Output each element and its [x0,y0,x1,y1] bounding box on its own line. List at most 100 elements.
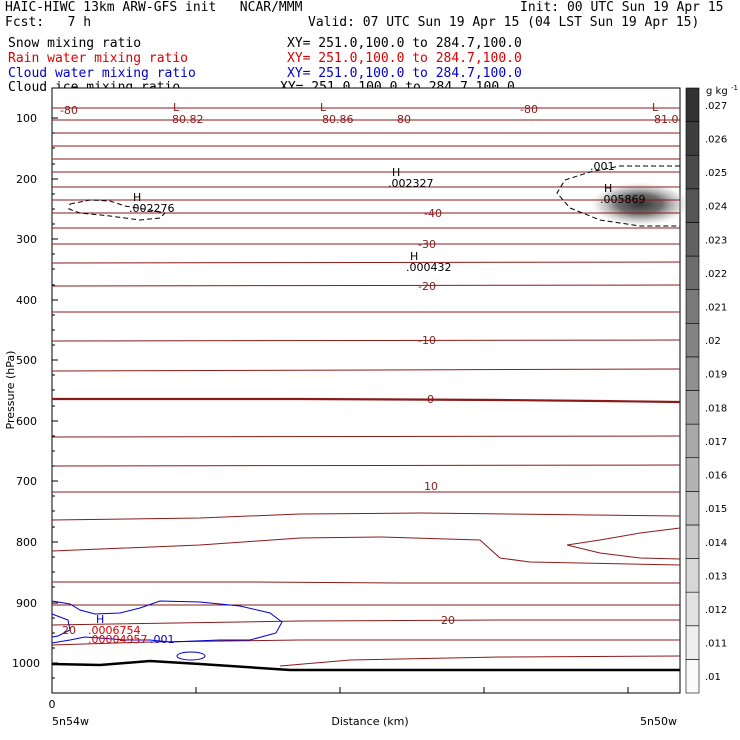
colorbar-swatch [685,222,700,257]
colorbar-swatch [685,390,700,425]
y-tick-100: 100 [16,112,37,125]
y-tick-1000: 1000 [12,657,40,670]
high-value: .0006754 [88,624,141,637]
y-tick-700: 700 [16,475,37,488]
high-marker: H [604,182,612,195]
colorbar-swatch [685,255,700,290]
field-cloudwater-xy: XY= 251.0,100.0 to 284.7,100.0 [287,66,522,81]
temp-label: -40 [424,207,442,220]
ice-contour-label: .001 [590,160,615,173]
field-snow-name: Snow mixing ratio [8,36,142,51]
high-markers: H .002276 H .002327 H .000432 H .005869 … [129,160,646,274]
high-marker: H [410,250,418,263]
colorbar-tick-label: .014 [705,538,727,549]
y-tick-900: 900 [16,597,37,610]
temperature-labels: -80 -80.82 -80.86 -80 -80 -81.0 -40 -30 … [60,103,678,637]
zero-isotherm [52,397,681,404]
low-markers: L L L [173,101,659,114]
y-tick-600: 600 [16,415,37,428]
colorbar-tick-label: .023 [705,235,727,246]
y-tick-300: 300 [16,233,37,246]
colorbar-swatch [685,491,700,526]
field-rain-xy: XY= 251.0,100.0 to 284.7,100.0 [287,51,522,66]
temp-label: 20 [62,624,76,637]
colorbar-tick-label: .021 [705,302,727,313]
colorbar-swatch [685,87,700,122]
colorbar-tick-label: .012 [705,605,727,616]
cloudwater-contours [51,600,283,661]
temp-label: -10 [418,334,436,347]
low-marker: L [173,101,180,114]
y-tick-400: 400 [16,294,37,307]
colorbar-tick-label: .01 [705,672,721,683]
plot-frame [51,87,681,694]
temp-label: -80 [393,113,411,126]
colorbar-swatch [685,188,700,223]
y-axis-label: Pressure (hPa) [4,351,17,430]
high-value: .005869 [600,193,646,206]
temp-label: 0 [427,393,434,406]
ice-contours [68,165,680,227]
colorbar-tick-label: .026 [705,134,727,145]
header-valid: Valid: 07 UTC Sun 19 Apr 15 (04 LST Sun … [308,15,700,30]
colorbar-swatch [685,524,700,559]
ice-maximum-shading [590,182,690,226]
y-axis-ticks [52,117,58,679]
terrain-line [51,659,680,672]
colorbar-tick-label: .02 [705,336,721,347]
cloudwater-contour-label: .001 [150,633,175,646]
colorbar-tick-label: .025 [705,168,727,179]
x-end-label: 5n50w [640,715,677,728]
temp-label: -80.86 [318,113,353,126]
temp-label: -30 [418,238,436,251]
colorbar-tick-label: .013 [705,571,727,582]
colorbar-swatch [685,625,700,660]
temp-label: 20 [441,614,455,627]
high-marker: H [133,191,141,204]
high-value: .002276 [129,202,175,215]
colorbar-swatch [685,558,700,593]
y-tick-800: 800 [16,536,37,549]
field-cloudwater-name: Cloud water mixing ratio [8,66,196,81]
colorbar-tick-label: .011 [705,639,727,650]
temp-label: 10 [424,480,438,493]
colorbar-swatch [685,289,700,324]
y-tick-500: 500 [16,354,37,367]
x-start-label: 5n54w [52,715,89,728]
colorbar-swatch [685,591,700,627]
low-marker: L [652,101,659,114]
header-init: Init: 00 UTC Sun 19 Apr 15 [520,0,724,15]
y-tick-labels: 100 200 300 400 500 600 700 800 900 1000 [12,112,40,670]
header-title: HAIC-HIWC 13km ARW-GFS init NCAR/MMM [5,0,303,15]
x-tick-zero: 0 [49,698,56,711]
colorbar-tick-label: .024 [705,202,727,213]
colorbar-tick-label: .019 [705,370,727,381]
field-snow-xy: XY= 251.0,100.0 to 284.7,100.0 [287,36,522,51]
high-marker: H [392,166,400,179]
x-axis-ticks [195,687,629,693]
colorbar-tick-label: .018 [705,403,727,414]
colorbar-tick-label: .016 [705,471,727,482]
colorbar-unit: g kg [706,86,728,97]
rain-contour-label: .00004957 [88,633,148,646]
colorbar-tick-label: .015 [705,504,727,515]
colorbar-swatch [685,659,700,694]
colorbar: .01 .011 .012 .013 .014 .015 .016 .017 .018 .019.… [685,87,727,694]
temp-label: -20 [418,280,436,293]
colorbar-unit-exponent: -1 [731,84,738,92]
low-marker: L [320,101,327,114]
header-fcst: Fcst: 7 h [5,15,92,30]
high-marker: H [96,613,104,626]
colorbar-swatch [685,121,700,156]
colorbar-swatch [685,423,700,459]
temp-label: -81.0 [650,113,678,126]
high-value: .002327 [388,177,434,190]
field-rain-name: Rain water mixing ratio [8,51,189,66]
temperature-contours [51,107,681,667]
temp-label: -80.82 [168,113,203,126]
temp-label: -80 [520,103,538,116]
colorbar-tick-label: .022 [705,269,727,280]
y-tick-200: 200 [16,173,37,186]
colorbar-swatch [685,356,700,391]
colorbar-tick-label: .017 [705,437,727,448]
